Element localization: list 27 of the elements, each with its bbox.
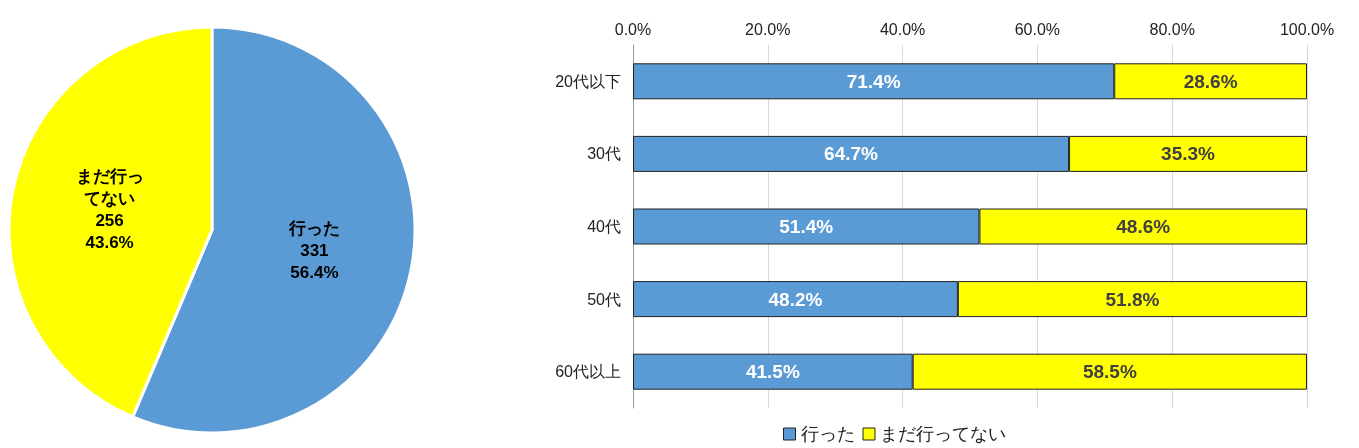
data-label: 48.2% bbox=[768, 288, 823, 310]
x-tick-label: 0.0% bbox=[614, 20, 652, 38]
y-tick-label: 40代 bbox=[587, 218, 621, 235]
data-label: 58.5% bbox=[1082, 361, 1137, 383]
data-label: 51.8% bbox=[1105, 288, 1160, 310]
data-label: 41.5% bbox=[745, 361, 800, 383]
slice-label: 行った bbox=[287, 219, 340, 239]
data-label: 331 56.4% bbox=[290, 241, 339, 283]
x-tick-label: 80.0% bbox=[1149, 20, 1195, 38]
x-tick-label: 60.0% bbox=[1014, 20, 1061, 38]
y-tick-label: 30代 bbox=[587, 145, 621, 163]
x-tick-label: 40.0% bbox=[879, 20, 926, 38]
data-label: 71.4% bbox=[846, 70, 901, 92]
x-tick-label: 20.0% bbox=[745, 20, 791, 38]
data-label: 51.4% bbox=[779, 216, 834, 237]
data-label: 256 43.6% bbox=[85, 210, 134, 252]
x-tick-label: 100.0% bbox=[1279, 20, 1335, 38]
data-label: 64.7% bbox=[824, 143, 879, 165]
y-tick-label: 20代以下 bbox=[555, 72, 621, 90]
legend-label: 行った bbox=[800, 424, 855, 444]
y-tick-label: 50代 bbox=[587, 290, 621, 308]
data-label: 28.6% bbox=[1183, 70, 1238, 92]
slice-label: まだ行ってない bbox=[75, 166, 144, 208]
y-tick-label: 60代以上 bbox=[555, 363, 621, 381]
data-label: 35.3% bbox=[1161, 143, 1216, 165]
legend-label: まだ行ってない bbox=[880, 424, 1006, 444]
data-label: 48.6% bbox=[1116, 216, 1171, 237]
